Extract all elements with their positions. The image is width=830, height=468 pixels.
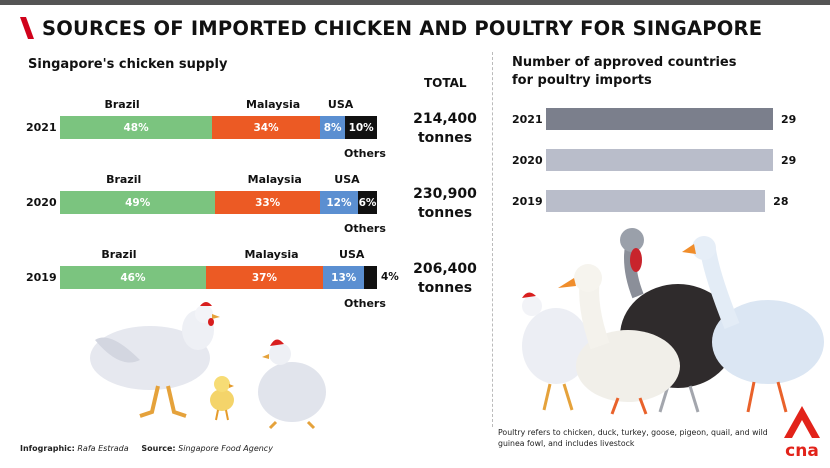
bar-segment-malaysia: 34%: [212, 116, 320, 139]
series-label-usa: USA: [327, 98, 354, 111]
bar-segment-brazil: 49%: [60, 191, 216, 214]
bar: [546, 108, 773, 130]
total-value: 206,400 tonnes: [405, 260, 485, 298]
total-value: 230,900 tonnes: [405, 185, 485, 223]
data-label: 29: [781, 154, 797, 167]
data-label: 6%: [358, 196, 377, 209]
bar-segment-usa: 8%: [319, 116, 346, 139]
bar-segment-brazil: 48%: [60, 116, 213, 139]
series-label-brazil: Brazil: [106, 173, 142, 186]
countries-subtitle-line2: for poultry imports: [512, 73, 652, 88]
data-label: 46%: [120, 271, 146, 284]
infographic-credit: Rafa Estrada: [77, 444, 129, 453]
year-label: 2020: [512, 154, 543, 167]
data-label: 29: [781, 113, 797, 126]
total-value: 214,400 tonnes: [405, 110, 485, 148]
credits: Infographic: Rafa Estrada Source: Singap…: [20, 444, 273, 453]
bar-segment-others: 6%: [357, 191, 377, 214]
chicken-icon: [522, 292, 590, 411]
countries-chart-subtitle: Number of approved countries for poultry…: [512, 54, 812, 90]
series-label-malaysia: Malaysia: [247, 173, 302, 186]
poultry-note: Poultry refers to chicken, duck, turkey,…: [498, 427, 788, 449]
total-unit: tonnes: [417, 130, 473, 146]
year-label: 2019: [26, 271, 57, 284]
total-tonnage: 206,400: [413, 261, 477, 277]
series-label-brazil: Brazil: [104, 98, 140, 111]
series-label-malaysia: Malaysia: [244, 248, 299, 261]
chick-icon: [210, 376, 234, 421]
infographic-label: Infographic:: [20, 444, 75, 453]
series-label-usa: USA: [334, 173, 360, 186]
hen-icon: [90, 302, 220, 418]
data-label: 34%: [253, 121, 279, 134]
goose-icon: [682, 236, 824, 413]
header: SOURCES OF IMPORTED CHICKEN AND POULTRY …: [20, 13, 762, 43]
series-label-brazil: Brazil: [101, 248, 137, 261]
data-label: 10%: [348, 121, 374, 134]
data-label: 13%: [331, 271, 357, 284]
bar-segment-usa: 12%: [319, 191, 358, 214]
series-label-malaysia: Malaysia: [246, 98, 301, 111]
poultry-note-line1: Poultry refers to chicken, duck, turkey,…: [498, 428, 768, 437]
year-label: 2021: [26, 121, 57, 134]
duck-icon: [558, 264, 680, 415]
data-label: 28: [773, 195, 789, 208]
data-label: 33%: [255, 196, 281, 209]
data-label: 48%: [123, 121, 149, 134]
source-label: Source:: [141, 444, 176, 453]
bar-segment-others: 10%: [345, 116, 377, 139]
cna-logo-text: cna: [785, 441, 819, 460]
bar-segment-malaysia: 37%: [205, 266, 324, 289]
top-border: [0, 0, 830, 5]
rooster-icon: [258, 339, 326, 430]
cna-logo: cna: [784, 406, 820, 460]
year-label: 2019: [512, 195, 543, 208]
data-label: 49%: [125, 196, 151, 209]
year-label: 2020: [26, 196, 57, 209]
data-label: 4%: [381, 271, 399, 283]
bar-segment-usa: 13%: [323, 266, 365, 289]
bar: [546, 149, 773, 171]
section-divider: [492, 52, 493, 427]
bar-segment-brazil: 46%: [60, 266, 206, 289]
bar: [546, 190, 766, 212]
countries-subtitle-line1: Number of approved countries: [512, 55, 737, 70]
poultry-note-line2: guinea fowl, and includes livestock: [498, 439, 635, 448]
bar-segment-malaysia: 33%: [215, 191, 320, 214]
series-label-others: Others: [344, 297, 386, 310]
data-label: 12%: [326, 196, 352, 209]
series-label-others: Others: [344, 147, 386, 160]
slash-mark-icon: [20, 17, 34, 39]
total-tonnage: 230,900: [413, 186, 477, 202]
total-unit: tonnes: [417, 280, 473, 296]
year-label: 2021: [512, 113, 543, 126]
poultry-illustration: [522, 228, 824, 415]
series-label-usa: USA: [339, 248, 365, 261]
bar-segment-others: [364, 266, 377, 289]
series-label-others: Others: [344, 222, 386, 235]
source-credit: Singapore Food Agency: [178, 444, 273, 453]
data-label: 8%: [323, 121, 342, 134]
supply-chart-subtitle: Singapore's chicken supply: [28, 57, 228, 72]
total-header: TOTAL: [424, 76, 467, 90]
total-unit: tonnes: [417, 205, 473, 221]
page-title: SOURCES OF IMPORTED CHICKEN AND POULTRY …: [42, 16, 763, 40]
data-label: 37%: [251, 271, 278, 284]
total-tonnage: 214,400: [413, 111, 477, 127]
chickens-illustration: [90, 302, 326, 430]
